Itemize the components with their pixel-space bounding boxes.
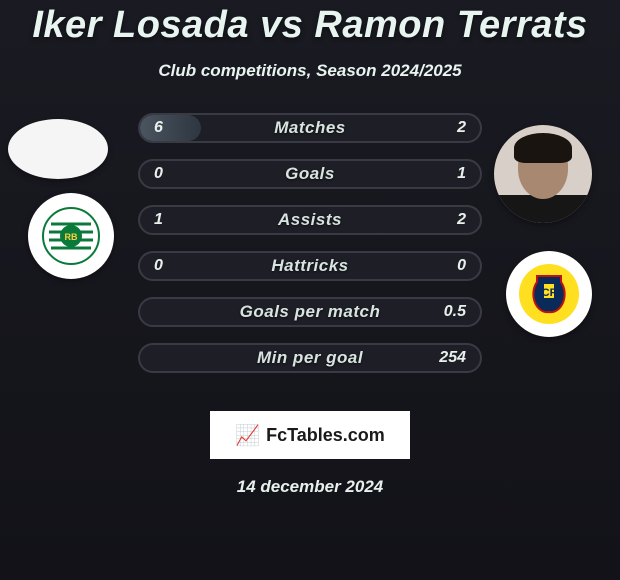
chart-icon: 📈 bbox=[235, 423, 260, 448]
source-logo-text: FcTables.com bbox=[266, 425, 385, 446]
footer-date: 14 december 2024 bbox=[0, 477, 620, 497]
stat-row: 254Min per goal bbox=[138, 343, 482, 373]
player-left-crest: RB bbox=[28, 193, 114, 279]
stat-label: Matches bbox=[140, 115, 480, 141]
player-right-avatar bbox=[494, 125, 592, 223]
subtitle: Club competitions, Season 2024/2025 bbox=[0, 61, 620, 81]
stat-row: 00Hattricks bbox=[138, 251, 482, 281]
source-logo: 📈 FcTables.com bbox=[210, 411, 410, 459]
svg-text:RB: RB bbox=[65, 232, 78, 242]
stat-label: Assists bbox=[140, 207, 480, 233]
stat-row: 01Goals bbox=[138, 159, 482, 189]
stats-area: RB CF 62Matches 01Goals 12Assists 00Hattric… bbox=[0, 113, 620, 393]
stat-row: 62Matches bbox=[138, 113, 482, 143]
stat-label: Min per goal bbox=[140, 345, 480, 371]
stat-row: 12Assists bbox=[138, 205, 482, 235]
player-right-crest: CF bbox=[506, 251, 592, 337]
page-title: Iker Losada vs Ramon Terrats bbox=[0, 0, 620, 47]
avatar-hair bbox=[514, 133, 572, 163]
stat-row: 0.5Goals per match bbox=[138, 297, 482, 327]
stat-label: Goals bbox=[140, 161, 480, 187]
stat-label: Goals per match bbox=[140, 299, 480, 325]
stat-bars: 62Matches 01Goals 12Assists 00Hattricks 0.5G… bbox=[138, 113, 482, 389]
stat-label: Hattricks bbox=[140, 253, 480, 279]
player-left-avatar bbox=[8, 119, 108, 179]
villarreal-crest-icon: CF bbox=[517, 262, 581, 326]
betis-crest-icon: RB bbox=[39, 204, 103, 268]
avatar-shirt bbox=[494, 195, 592, 223]
svg-text:CF: CF bbox=[542, 287, 557, 299]
